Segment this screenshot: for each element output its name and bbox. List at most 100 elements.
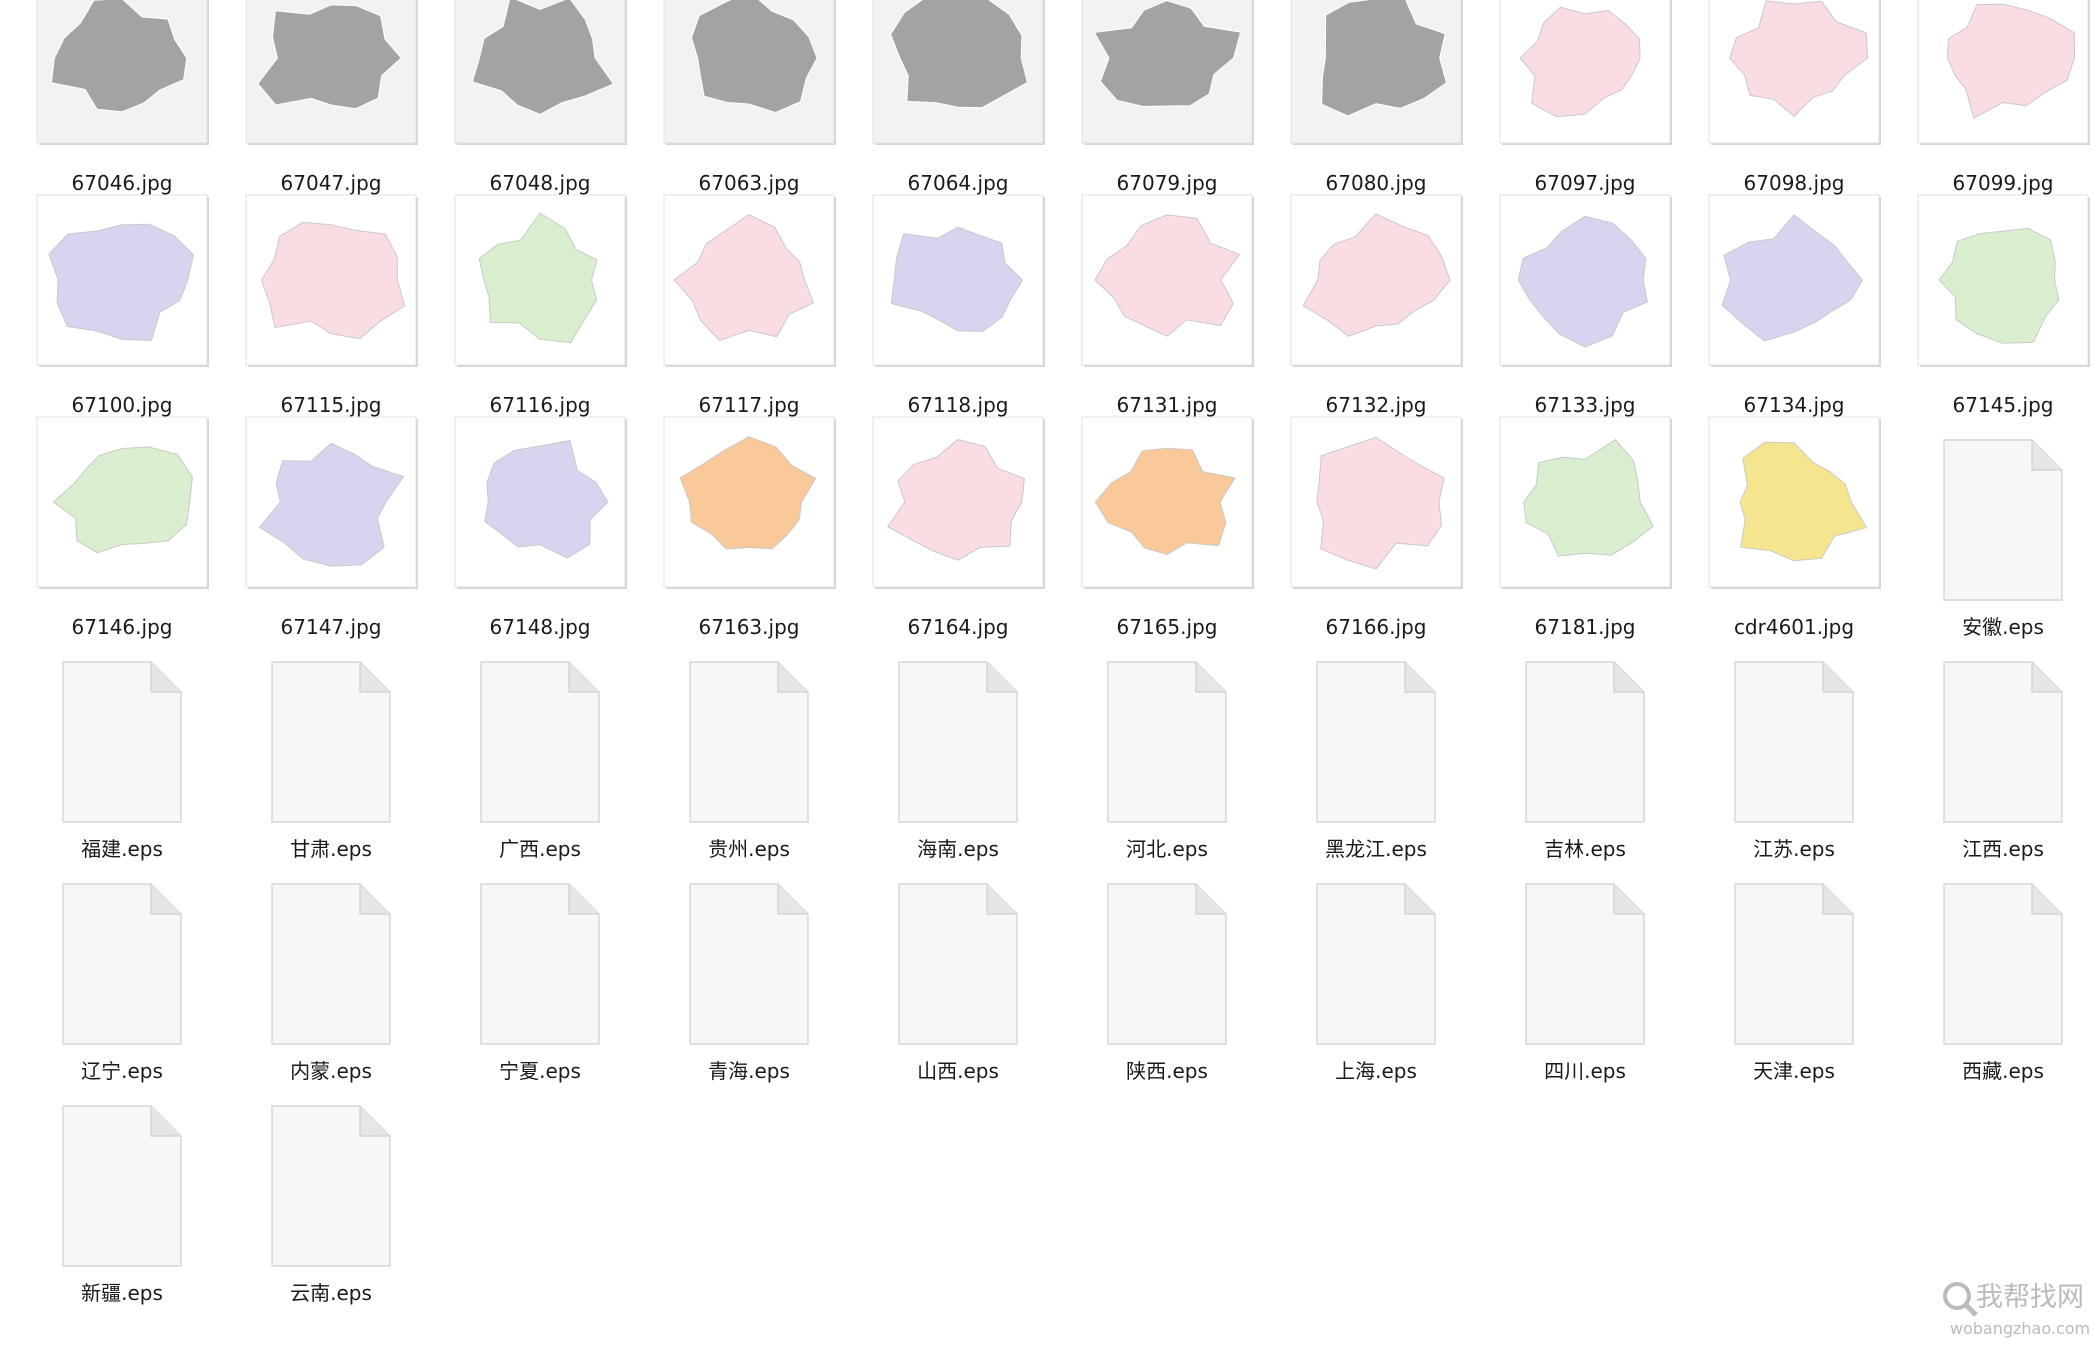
document-icon (898, 661, 1018, 823)
file-item[interactable]: 67147.jpg (245, 416, 418, 639)
file-item[interactable]: 67046.jpg (36, 0, 209, 195)
file-item[interactable]: 天津.eps (1734, 883, 1854, 1083)
file-item[interactable]: 67146.jpg (36, 416, 209, 639)
file-name: 广西.eps (499, 837, 581, 861)
map-shape (1739, 441, 1868, 562)
watermark-icon (1943, 1282, 1971, 1310)
document-icon (898, 883, 1018, 1045)
document-fold (2031, 440, 2062, 471)
file-item[interactable]: 陕西.eps (1107, 883, 1227, 1083)
map-shape (690, 0, 818, 114)
document-fold (1404, 884, 1435, 915)
file-item[interactable]: 新疆.eps (62, 1105, 182, 1305)
file-item[interactable]: 67048.jpg (454, 0, 627, 195)
file-name: 黑龙江.eps (1325, 837, 1427, 861)
document-icon (1107, 661, 1227, 823)
file-name: 67048.jpg (490, 171, 591, 195)
map-shape (1093, 0, 1242, 108)
file-item[interactable]: 67100.jpg (36, 194, 209, 417)
file-name: 安徽.eps (1962, 615, 2044, 639)
file-item[interactable]: 67148.jpg (454, 416, 627, 639)
file-name: 67165.jpg (1117, 615, 1218, 639)
file-item[interactable]: 67063.jpg (663, 0, 836, 195)
file-item[interactable]: 67133.jpg (1499, 194, 1672, 417)
file-item[interactable]: 67064.jpg (872, 0, 1045, 195)
file-item[interactable]: 西藏.eps (1943, 883, 2063, 1083)
file-item[interactable]: 67097.jpg (1499, 0, 1672, 195)
map-shape (50, 0, 188, 113)
map-shape (257, 4, 402, 110)
file-item[interactable]: 江西.eps (1943, 661, 2063, 861)
document-icon (62, 661, 182, 823)
file-name: 67116.jpg (490, 393, 591, 417)
file-item[interactable]: 辽宁.eps (62, 883, 182, 1083)
file-item[interactable]: 海南.eps (898, 661, 1018, 861)
file-item[interactable]: 67047.jpg (245, 0, 418, 195)
file-item[interactable]: 江苏.eps (1734, 661, 1854, 861)
file-item[interactable]: 67117.jpg (663, 194, 836, 417)
document-fold (777, 662, 808, 693)
document-icon (1316, 883, 1436, 1045)
file-item[interactable]: 67134.jpg (1708, 194, 1881, 417)
file-item[interactable]: 67164.jpg (872, 416, 1045, 639)
file-item[interactable]: 67099.jpg (1917, 0, 2090, 195)
file-name: 67117.jpg (699, 393, 800, 417)
document-icon (1107, 883, 1227, 1045)
file-item[interactable]: 黑龙江.eps (1316, 661, 1436, 861)
file-item[interactable]: 宁夏.eps (480, 883, 600, 1083)
file-name: 67099.jpg (1953, 171, 2054, 195)
file-item[interactable]: 安徽.eps (1943, 439, 2063, 639)
file-item[interactable]: 67116.jpg (454, 194, 627, 417)
document-fold (359, 884, 390, 915)
file-item[interactable]: 67118.jpg (872, 194, 1045, 417)
file-item[interactable]: 四川.eps (1525, 883, 1645, 1083)
file-item[interactable]: 甘肃.eps (271, 661, 391, 861)
file-item[interactable]: 67079.jpg (1081, 0, 1254, 195)
file-item[interactable]: 67131.jpg (1081, 194, 1254, 417)
watermark-title: 我帮找网 (1976, 1282, 2084, 1313)
file-name: 67097.jpg (1535, 171, 1636, 195)
document-icon (1943, 883, 2063, 1045)
file-item[interactable]: 内蒙.eps (271, 883, 391, 1083)
document-fold (150, 1106, 181, 1137)
map-shape (258, 442, 405, 567)
file-item[interactable]: 贵州.eps (689, 661, 809, 861)
file-name: 甘肃.eps (290, 837, 372, 861)
file-item[interactable]: 67181.jpg (1499, 416, 1672, 639)
file-item[interactable]: 云南.eps (271, 1105, 391, 1305)
file-name: 河北.eps (1126, 837, 1208, 861)
file-name: 福建.eps (81, 837, 163, 861)
document-icon (689, 883, 809, 1045)
file-name: 贵州.eps (708, 837, 790, 861)
document-icon (689, 661, 809, 823)
file-item[interactable]: 67132.jpg (1290, 194, 1463, 417)
file-item[interactable]: 67163.jpg (663, 416, 836, 639)
map-shape (890, 0, 1028, 109)
file-item[interactable]: 青海.eps (689, 883, 809, 1083)
file-item[interactable]: 67145.jpg (1917, 194, 2090, 417)
file-item[interactable]: 上海.eps (1316, 883, 1436, 1083)
map-shape (1721, 214, 1863, 342)
file-item[interactable]: 广西.eps (480, 661, 600, 861)
file-item[interactable]: 山西.eps (898, 883, 1018, 1083)
file-item[interactable]: 67080.jpg (1290, 0, 1463, 195)
map-shape (1517, 215, 1648, 348)
file-name: 山西.eps (917, 1059, 999, 1083)
file-item[interactable]: 吉林.eps (1525, 661, 1645, 861)
map-shape (887, 439, 1025, 561)
map-shape (1946, 3, 2076, 119)
file-item[interactable]: 福建.eps (62, 661, 182, 861)
file-item[interactable]: 67098.jpg (1708, 0, 1881, 195)
file-name: 宁夏.eps (499, 1059, 581, 1083)
document-fold (1195, 884, 1226, 915)
file-item[interactable]: 67166.jpg (1290, 416, 1463, 639)
map-shape (890, 226, 1024, 332)
file-item[interactable]: cdr4601.jpg (1708, 416, 1881, 639)
document-fold (359, 662, 390, 693)
file-item[interactable]: 67165.jpg (1081, 416, 1254, 639)
file-name: 67046.jpg (72, 171, 173, 195)
file-name: 67098.jpg (1744, 171, 1845, 195)
file-item[interactable]: 河北.eps (1107, 661, 1227, 861)
file-name: 67147.jpg (281, 615, 382, 639)
file-item[interactable]: 67115.jpg (245, 194, 418, 417)
